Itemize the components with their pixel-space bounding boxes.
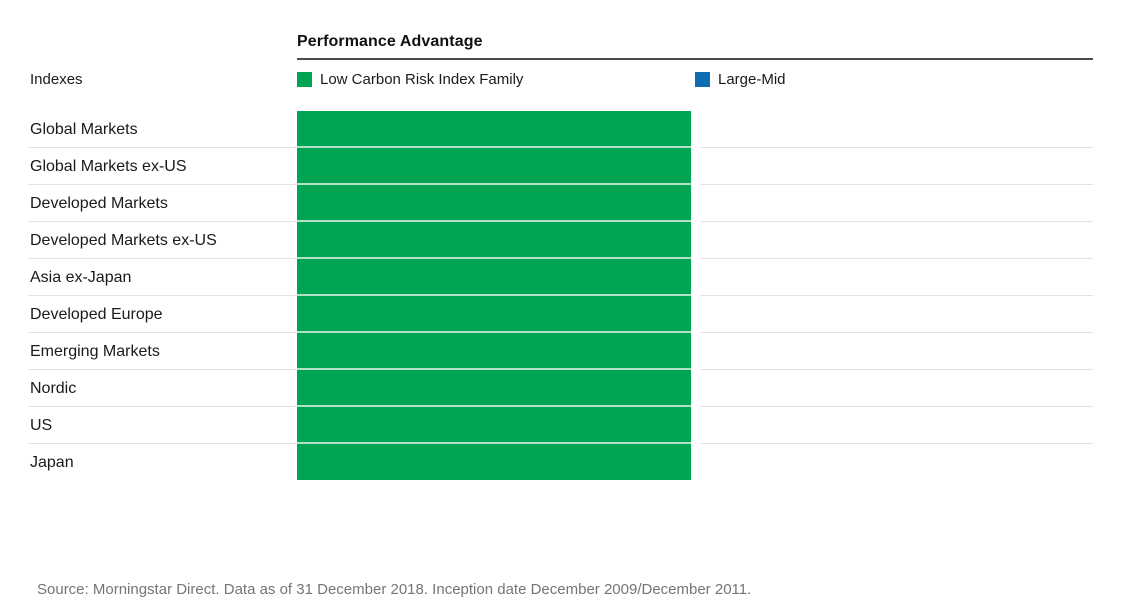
index-row-label: Emerging Markets [30,343,160,360]
index-row-label: Developed Markets ex-US [30,232,217,249]
low-carbon-bar [297,185,691,222]
legend-label-low-carbon: Low Carbon Risk Index Family [320,71,524,88]
index-row: Asia ex-Japan [0,259,1142,296]
index-row-label: Asia ex-Japan [30,269,132,286]
index-row: US [0,407,1142,444]
index-row-label: Global Markets [30,121,138,138]
row-separator-left [28,258,297,259]
low-carbon-bar [297,444,691,480]
legend-item-large-mid: Large-Mid [695,71,786,88]
row-separator-right [700,184,1093,185]
low-carbon-bar [297,370,691,407]
row-separator-left [28,406,297,407]
index-row-label: Nordic [30,380,77,397]
index-row: Developed Europe [0,296,1142,333]
index-row-label: Developed Europe [30,306,163,323]
index-row: Japan [0,444,1142,481]
index-row: Global Markets ex-US [0,148,1142,185]
row-separator-right [700,147,1093,148]
source-note: Source: Morningstar Direct. Data as of 3… [37,581,752,598]
row-separator-right [700,369,1093,370]
index-row: Nordic [0,370,1142,407]
legend-item-low-carbon: Low Carbon Risk Index Family [297,71,523,88]
legend-label-large-mid: Large-Mid [718,71,786,88]
row-separator-left [28,221,297,222]
row-separator-left [28,184,297,185]
chart-title: Performance Advantage [297,33,483,50]
row-separator-left [28,369,297,370]
row-separator-right [700,258,1093,259]
index-row-label: Japan [30,454,74,471]
row-separator-left [28,332,297,333]
low-carbon-bar [297,333,691,370]
index-row-label: US [30,417,53,434]
indexes-column-label: Indexes [30,71,83,88]
row-separator-right [700,406,1093,407]
row-separator-right [700,332,1093,333]
row-separator-right [700,295,1093,296]
low-carbon-bar [297,296,691,333]
bar-rows: Global Markets Global Markets ex-US Deve… [0,111,1142,481]
low-carbon-bar [297,259,691,296]
row-separator-right [700,221,1093,222]
index-row: Emerging Markets [0,333,1142,370]
low-carbon-bar [297,148,691,185]
header-rule [297,58,1093,60]
legend-swatch-blue-icon [695,72,710,87]
low-carbon-bar [297,222,691,259]
index-row: Developed Markets [0,185,1142,222]
legend-swatch-green-icon [297,72,312,87]
row-separator-left [28,443,297,444]
index-row-label: Developed Markets [30,195,168,212]
index-row-label: Global Markets ex-US [30,158,187,175]
index-row: Global Markets [0,111,1142,148]
low-carbon-bar [297,111,691,148]
low-carbon-bar [297,407,691,444]
row-separator-right [700,443,1093,444]
index-row: Developed Markets ex-US [0,222,1142,259]
row-separator-left [28,295,297,296]
row-separator-left [28,147,297,148]
